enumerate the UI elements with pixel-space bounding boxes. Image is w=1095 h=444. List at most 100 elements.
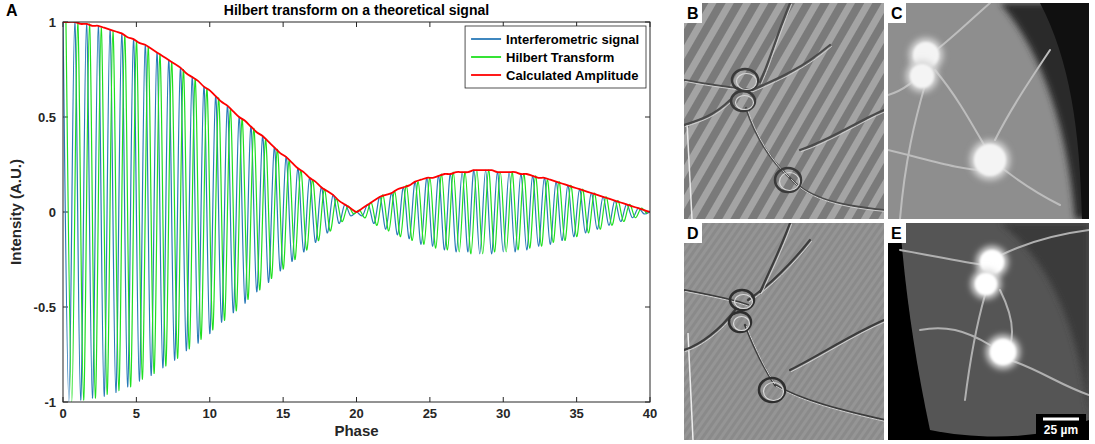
neurite — [762, 225, 792, 294]
x-tick — [136, 397, 137, 402]
neurite — [686, 292, 750, 307]
scale-bar: 25 µm — [1036, 414, 1086, 438]
neurite — [775, 385, 884, 420]
plot-frame — [63, 22, 650, 402]
dark-corner — [1000, 3, 1089, 219]
x-tick-label: 20 — [349, 406, 363, 421]
cell-outline — [775, 168, 801, 192]
x-tick-top — [136, 22, 137, 27]
cell-highlight — [764, 383, 784, 401]
neurite — [800, 110, 884, 150]
field — [900, 223, 1089, 437]
cell-highlight — [734, 317, 750, 331]
x-tick-label: 35 — [569, 406, 583, 421]
background — [888, 223, 1089, 440]
cell-outline — [730, 290, 754, 310]
cell-highlight — [737, 74, 757, 90]
x-tick-label: 30 — [496, 406, 510, 421]
x-tick — [429, 397, 430, 402]
x-tick — [576, 397, 577, 402]
scale-bar-background — [1036, 414, 1086, 438]
x-tick-label: 10 — [203, 406, 217, 421]
axes: 0510152025303540-1-0.500.51 — [34, 15, 658, 422]
y-axis-title: Intensity (A.U.) — [7, 159, 24, 265]
neurite — [792, 180, 885, 212]
y-tick-label: 0 — [49, 205, 56, 220]
x-tick-top — [356, 22, 357, 27]
cell-glow — [906, 60, 938, 92]
neurite — [777, 387, 885, 422]
y-tick-label: -1 — [44, 395, 56, 410]
x-tick — [356, 397, 357, 402]
neurite — [762, 5, 792, 84]
legend-box — [465, 26, 646, 88]
background — [684, 223, 884, 440]
cell-outline — [732, 69, 758, 91]
legend: Interferometric signal Hilbert Transform C… — [465, 26, 646, 88]
y-tick — [63, 307, 68, 308]
x-tick-label: 25 — [423, 406, 437, 421]
cell-glow — [986, 335, 1020, 369]
panel-label: B — [687, 5, 699, 22]
neurite — [790, 320, 884, 370]
neurite — [760, 223, 790, 292]
cell-body — [990, 339, 1016, 365]
panel-label-patch — [888, 3, 906, 23]
edge — [687, 123, 692, 219]
scale-bar-line — [1043, 418, 1079, 421]
neurite — [900, 250, 985, 265]
neurite — [752, 45, 830, 90]
neurite — [802, 112, 885, 152]
y-tick-right — [645, 307, 650, 308]
cell-outline — [731, 91, 755, 111]
legend-label: Hilbert Transform — [506, 50, 614, 65]
x-tick-label: 40 — [643, 406, 657, 421]
neurite — [1010, 360, 1089, 395]
cell-body — [975, 273, 997, 295]
panel-label: D — [687, 225, 699, 242]
plot-background — [63, 22, 650, 402]
neurite — [792, 322, 885, 372]
cell-body — [974, 144, 1006, 176]
y-tick-right — [645, 117, 650, 118]
cell-highlight — [735, 295, 753, 309]
cell-highlight — [780, 173, 800, 191]
image-panel — [684, 223, 884, 440]
plot-data — [63, 22, 650, 402]
neurite — [684, 310, 735, 350]
neurite — [684, 100, 730, 125]
panel-label: E — [891, 225, 902, 242]
x-tick — [283, 397, 284, 402]
legend-label: Interferometric signal — [506, 32, 639, 47]
panel-label-patch — [684, 3, 702, 23]
image-panel — [888, 223, 1089, 440]
series-line — [63, 22, 650, 212]
cell-glow — [970, 140, 1010, 180]
neurite — [965, 295, 985, 400]
figure: 0510152025303540-1-0.500.51Hilbert trans… — [0, 0, 1095, 444]
series-line — [63, 22, 650, 402]
neurite — [760, 3, 790, 82]
legend-swatch — [471, 56, 501, 58]
legend-label: Calculated Amplitude — [506, 68, 638, 83]
x-tick-top — [429, 22, 430, 27]
neurite — [790, 178, 884, 210]
x-axis-title: Phase — [334, 422, 378, 439]
legend-swatch — [471, 38, 501, 40]
x-tick-label: 0 — [59, 406, 66, 421]
x-tick-label: 15 — [276, 406, 290, 421]
neurite — [686, 102, 732, 127]
panel-label: C — [891, 5, 903, 22]
cell-outline — [729, 312, 751, 332]
chart-title: Hilbert transform on a theoretical signa… — [224, 2, 489, 18]
x-tick-label: 5 — [133, 406, 140, 421]
neurite — [995, 230, 1089, 258]
dark-corner — [1040, 3, 1089, 219]
image-panel — [888, 3, 1089, 219]
y-tick-label: 1 — [49, 15, 56, 30]
image-panel — [684, 3, 884, 219]
neurite — [920, 328, 990, 345]
cell-glow — [971, 269, 1001, 299]
panel-label-patch — [684, 223, 702, 243]
background — [888, 3, 1089, 219]
